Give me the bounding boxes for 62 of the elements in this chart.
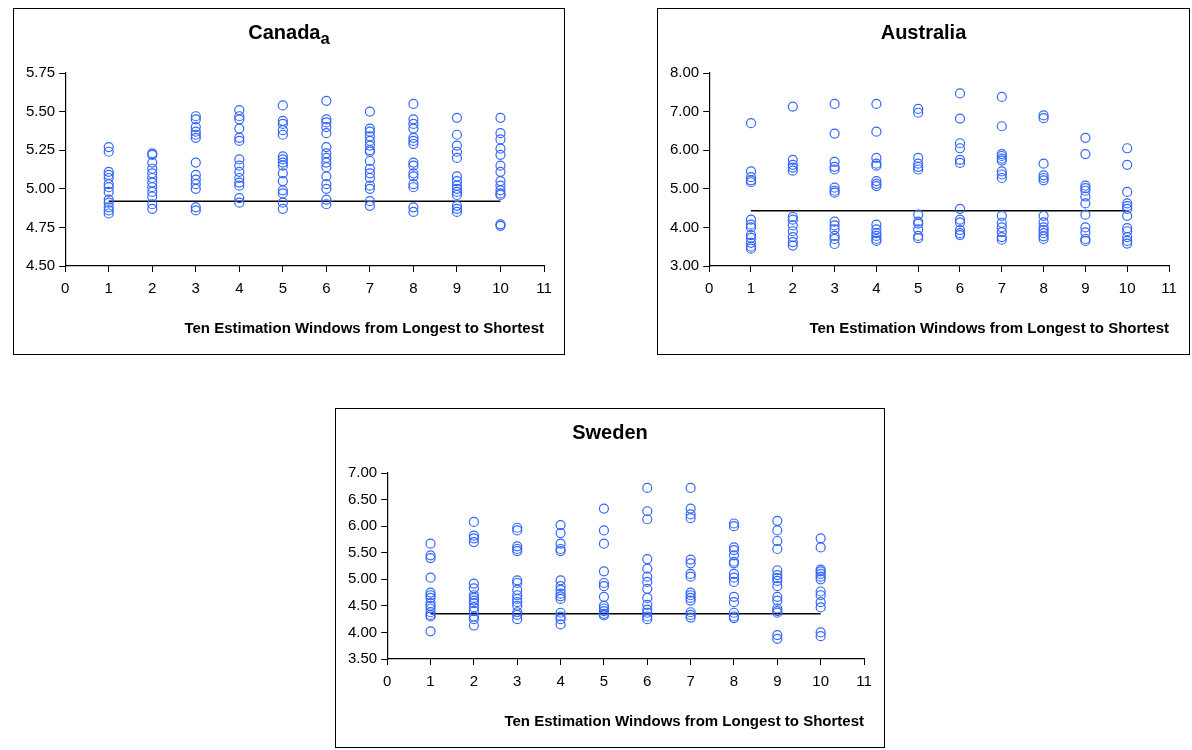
x-tick-label: 1 [426,672,435,690]
y-tick-label: 3.00 [669,256,700,274]
y-tick-label: 4.50 [347,596,378,613]
x-tick-label: 9 [452,279,462,297]
x-tick-label: 6 [322,279,331,297]
x-tick-label: 1 [746,279,756,297]
x-tick-label: 5 [278,279,288,297]
x-tick-label: 7 [365,279,375,297]
y-tick-label: 6.50 [347,489,378,507]
y-tick-label: 6.00 [347,516,378,534]
x-tick-label: 1 [104,279,113,297]
x-tick-label: 7 [997,279,1006,297]
x-axis-title: Ten Estimation Windows from Longest to Shortest [184,319,544,337]
y-tick-label: 6.00 [669,140,700,158]
x-tick-label: 9 [773,672,782,690]
x-tick-label: 5 [914,279,923,297]
y-tick-label: 5.00 [25,178,56,196]
x-tick-label: 4 [556,672,565,690]
y-tick-label: 5.75 [25,63,56,81]
x-tick-label: 11 [1161,279,1177,297]
chart-title: Sweden [571,421,649,445]
x-tick-label: 7 [686,672,695,690]
x-tick-label: 10 [812,672,829,690]
x-axis-title: Ten Estimation Windows from Longest to Shortest [809,319,1169,337]
y-tick-label: 4.00 [347,622,378,640]
x-tick-label: 9 [1081,279,1090,297]
x-tick-label: 2 [788,279,797,297]
chart-title: Canada$_{a}$ [247,21,331,50]
x-tick-label: 11 [536,279,552,297]
y-tick-label: 4.75 [25,217,56,235]
x-tick-label: 4 [872,279,881,297]
y-tick-label: 7.00 [347,463,378,481]
x-tick-label: 6 [643,672,652,690]
y-tick-label: 5.50 [25,101,56,119]
x-tick-label: 3 [830,279,839,297]
x-tick-label: 10 [1118,279,1136,297]
x-tick-label: 8 [409,279,418,297]
x-tick-label: 0 [705,279,714,297]
x-tick-label: 5 [599,672,609,690]
x-tick-label: 8 [1039,279,1048,297]
x-tick-label: 2 [469,672,479,690]
x-tick-label: 8 [729,672,739,690]
y-tick-label: 4.50 [25,256,56,274]
y-tick-label: 3.50 [347,649,378,667]
y-tick-label: 8.00 [669,63,700,81]
x-tick-label: 4 [235,279,244,297]
y-tick-label: 4.00 [669,217,700,235]
x-tick-label: 10 [492,279,509,297]
x-tick-label: 6 [955,279,965,297]
x-tick-label: 3 [513,672,522,690]
x-tick-label: 3 [191,279,200,297]
x-tick-label: 11 [856,672,872,690]
x-tick-label: 0 [383,672,392,690]
y-tick-label: 7.00 [669,101,700,119]
y-tick-label: 5.50 [347,542,378,560]
y-tick-label: 5.00 [669,178,700,196]
x-tick-label: 2 [148,279,157,297]
x-tick-label: 0 [61,279,70,297]
x-axis-title: Ten Estimation Windows from Longest to Shortest [504,712,864,730]
y-tick-label: 5.25 [25,140,56,158]
chart-title: Australia [879,21,968,45]
y-tick-label: 5.00 [347,569,378,587]
